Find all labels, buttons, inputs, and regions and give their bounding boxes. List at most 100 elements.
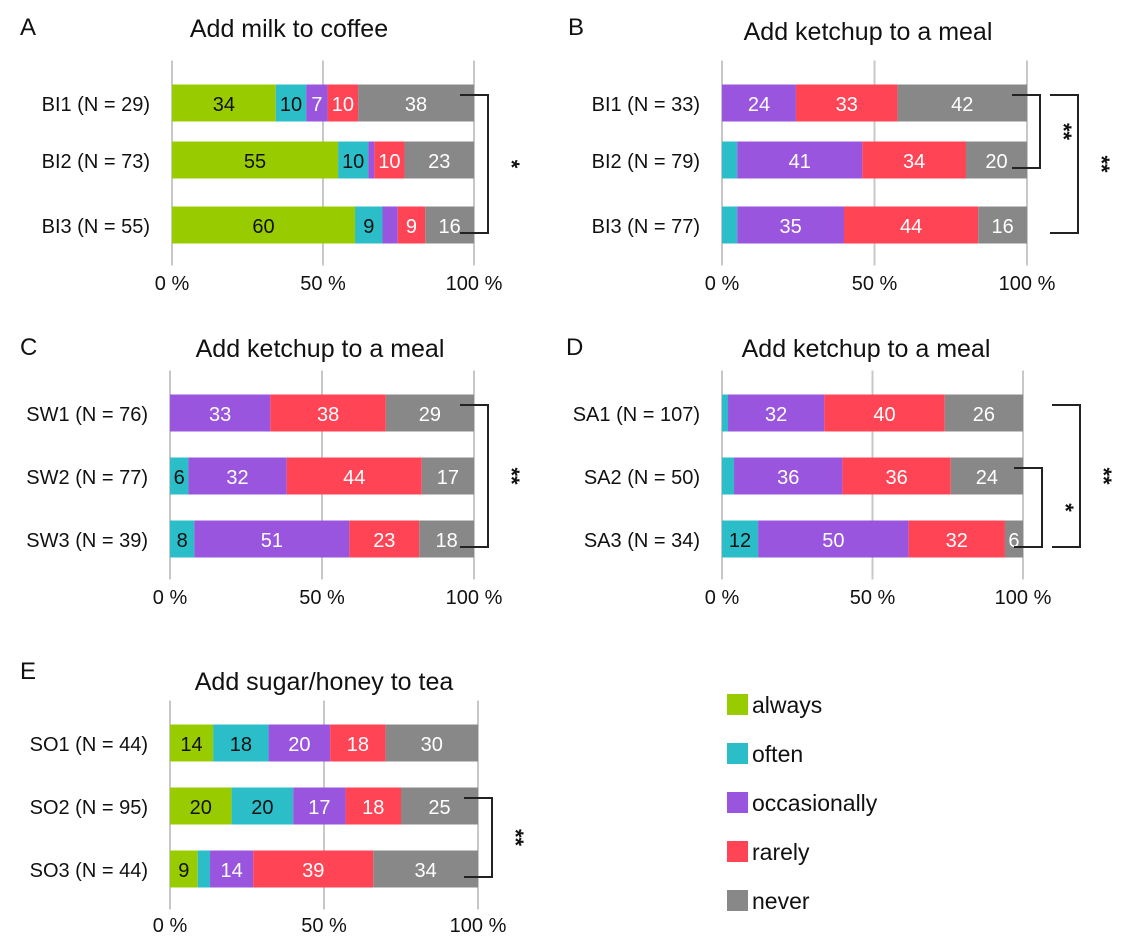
data-label: 20 [251, 797, 273, 819]
legend-label: never [752, 888, 810, 914]
significance-marker: ** [1089, 155, 1114, 173]
x-tick-label: 100 % [446, 273, 503, 295]
category-label: SW1 (N = 76) [26, 404, 148, 426]
data-label: 38 [405, 94, 427, 116]
significance-bracket [464, 797, 493, 878]
bar-segment-always [170, 724, 214, 762]
data-label: 10 [280, 94, 302, 116]
data-label: 23 [373, 530, 395, 552]
bar-segment-always [172, 84, 276, 122]
data-label: 20 [288, 734, 310, 756]
bar-segment-rarely [330, 724, 386, 762]
bar-segment-rarely [844, 206, 979, 244]
bar-segment-occasionally [737, 206, 844, 244]
chart-title: Add ketchup to a meal [744, 18, 993, 46]
data-label: 16 [991, 216, 1013, 238]
data-label: 51 [261, 530, 283, 552]
data-label: 33 [836, 94, 858, 116]
data-label: 32 [226, 467, 248, 489]
x-tick-label: 0 % [705, 273, 740, 295]
bar-segment-always [172, 206, 356, 244]
chart-panel-a: A Add milk to coffee BI1 (N = 29) 34 10 7 10 38… [20, 14, 524, 295]
data-label: 18 [362, 797, 384, 819]
significance-bracket [460, 404, 489, 548]
data-label: 18 [347, 734, 369, 756]
bar-segment-always [170, 787, 232, 825]
bar-segment-often [722, 206, 738, 244]
data-label: 34 [415, 860, 437, 882]
category-label: SO1 (N = 44) [30, 734, 148, 756]
data-label: 14 [180, 734, 202, 756]
data-label: 20 [985, 151, 1007, 173]
legend-label: occasionally [752, 790, 878, 816]
bar-segment-never [401, 787, 478, 825]
data-label: 35 [780, 216, 802, 238]
bar-segment-occasionally [737, 141, 863, 179]
legend-swatch-always [727, 694, 748, 715]
x-tick-label: 0 % [155, 273, 190, 295]
bar-segment-never [358, 84, 474, 122]
data-label: 23 [428, 151, 450, 173]
data-label: 50 [822, 530, 844, 552]
legend-swatch-never [727, 890, 748, 911]
data-label: 10 [332, 94, 354, 116]
x-tick-label: 100 % [995, 587, 1052, 609]
bar-segment-always [170, 850, 198, 888]
bar-segment-often [355, 206, 383, 244]
bar-segment-often [197, 850, 211, 888]
bar-segment-occasionally [306, 84, 328, 122]
bar-segment-never [978, 206, 1027, 244]
data-label: 12 [729, 530, 751, 552]
panel-letter: A [20, 14, 36, 41]
data-label: 14 [220, 860, 242, 882]
data-label: 34 [903, 151, 925, 173]
x-tick-label: 50 % [301, 915, 347, 937]
category-label: SW2 (N = 77) [26, 467, 148, 489]
bar-segment-rarely [795, 84, 898, 122]
data-label: 44 [900, 216, 922, 238]
data-label: 20 [190, 797, 212, 819]
bar-segment-occasionally [758, 520, 909, 558]
bar-segment-rarely [908, 520, 1005, 558]
legend: always often occasionally rarely never [727, 692, 878, 914]
significance-bracket [1050, 94, 1079, 234]
data-label: 18 [436, 530, 458, 552]
bar-segment-occasionally [734, 457, 843, 495]
bar-segment-never [421, 457, 474, 495]
bar-segment-occasionally [728, 394, 825, 432]
data-label: 29 [419, 404, 441, 426]
x-tick-label: 50 % [852, 273, 898, 295]
bar-segment-occasionally [293, 787, 346, 825]
category-label: SO3 (N = 44) [30, 860, 148, 882]
data-label: 39 [302, 860, 324, 882]
bar-segment-often [213, 724, 269, 762]
panel-letter: C [20, 334, 37, 361]
chart-title: Add milk to coffee [190, 15, 388, 43]
bar-segment-occasionally [170, 394, 271, 432]
bar-segment-often [170, 520, 195, 558]
bar-segment-never [944, 394, 1023, 432]
data-label: 55 [244, 151, 266, 173]
data-label: 30 [421, 734, 443, 756]
bar-segment-rarely [824, 394, 945, 432]
bar-segment-often [170, 457, 189, 495]
chart-panel-e: E Add sugar/honey to tea SO1 (N = 44) 14 18 2… [20, 658, 528, 937]
data-label: 40 [873, 404, 895, 426]
x-tick-label: 100 % [450, 915, 507, 937]
data-label: 7 [311, 94, 322, 116]
category-label: SA1 (N = 107) [573, 404, 700, 426]
bar-segment-often [722, 520, 759, 558]
significance-marker: ** [1091, 467, 1116, 485]
bar-segment-often [231, 787, 294, 825]
data-label: 9 [363, 216, 374, 238]
legend-swatch-occasionally [727, 792, 748, 813]
data-label: 17 [437, 467, 459, 489]
chart-panel-d: D Add ketchup to a meal SA1 (N = 107) 32 40 2… [566, 334, 1116, 609]
legend-label: rarely [752, 839, 810, 865]
bar-segment-often [722, 394, 729, 432]
bar-segment-rarely [286, 457, 422, 495]
bar-segment-never [966, 141, 1027, 179]
legend-swatch-rarely [727, 841, 748, 862]
data-label: 10 [378, 151, 400, 173]
